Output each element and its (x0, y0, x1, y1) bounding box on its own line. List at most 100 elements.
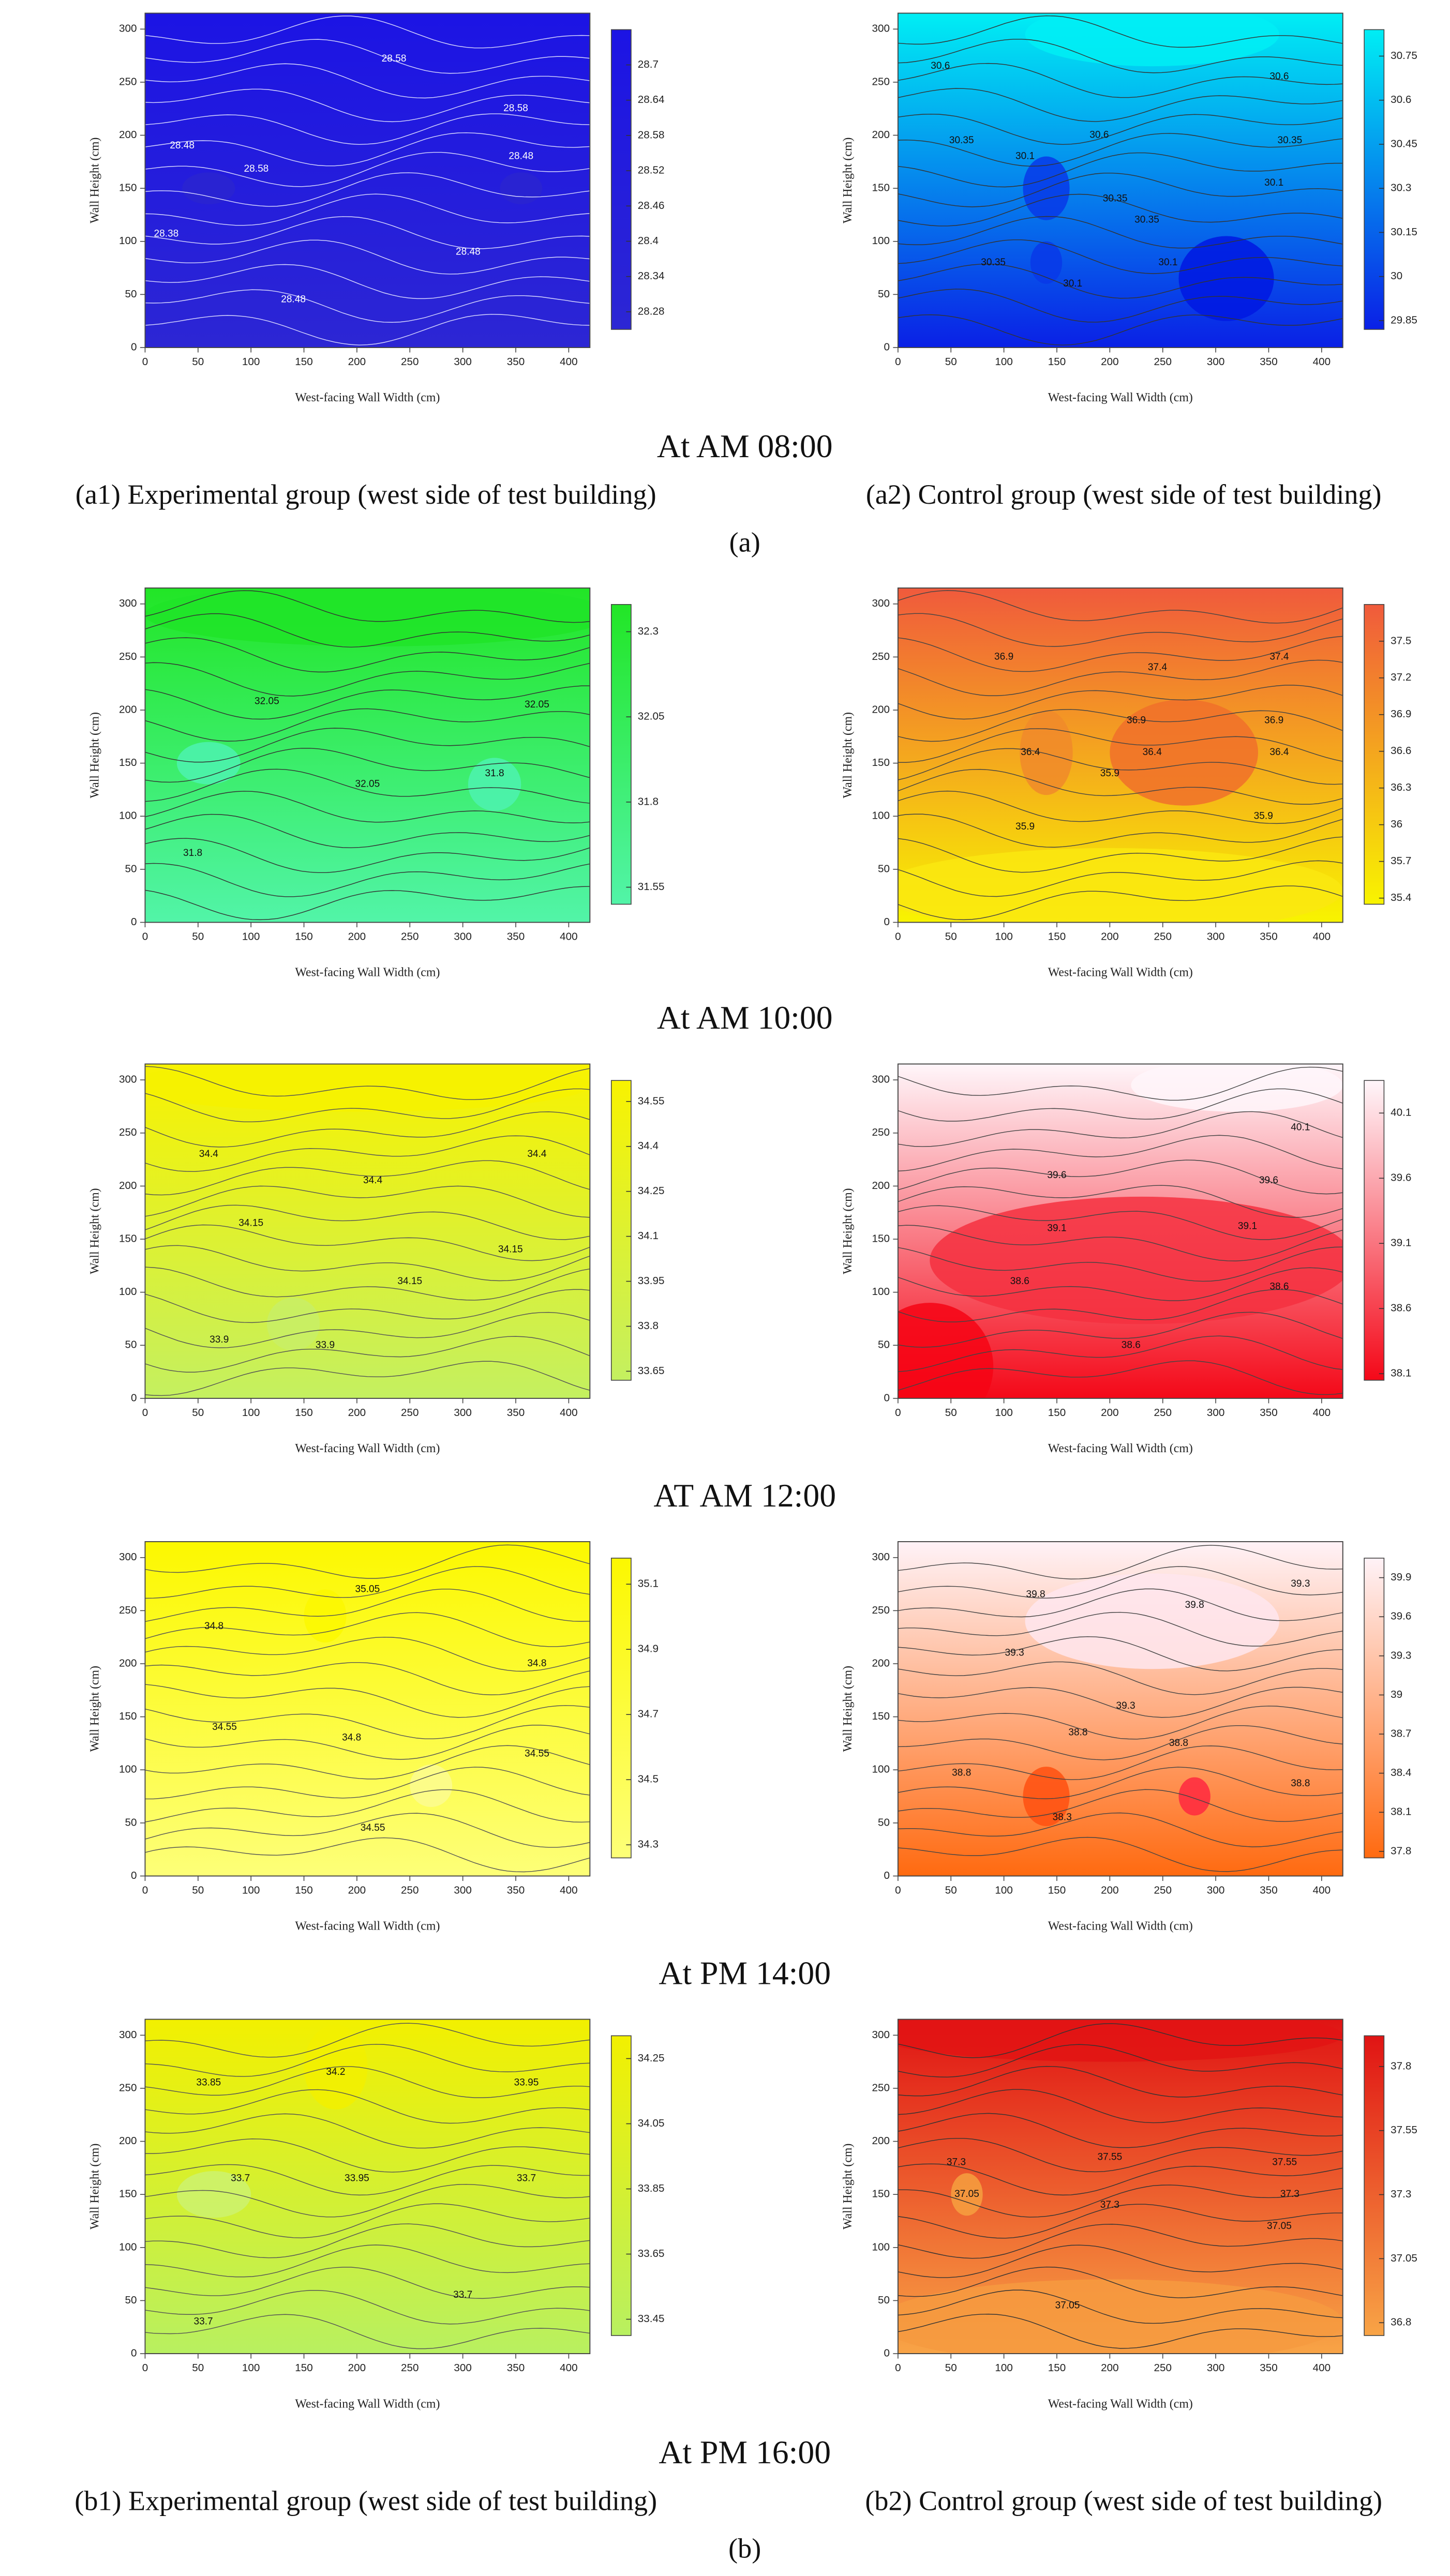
x-tick-label: 300 (1207, 1407, 1225, 1419)
contour-line (145, 63, 590, 99)
x-tick-label: 0 (895, 1407, 901, 1419)
x-tick-label: 250 (401, 1407, 419, 1419)
plot-frame (144, 587, 591, 923)
x-tick-label: 50 (945, 931, 957, 943)
y-tick-label: 300 (119, 1551, 137, 1563)
contour-region (410, 1764, 453, 1807)
y-tick-label: 150 (119, 182, 137, 194)
contour-label: 37.3 (1100, 2200, 1119, 2210)
colorbar-tick-label: 33.65 (638, 1365, 665, 1377)
contour-field (145, 1064, 590, 1396)
contour-line (145, 216, 590, 249)
contour-label: 32.05 (525, 699, 549, 710)
contour-line (145, 1289, 590, 1323)
x-axis-label: West-facing Wall Width (cm) (295, 1442, 440, 1455)
y-tick-label: 200 (119, 2135, 137, 2147)
x-tick-label: 100 (242, 931, 260, 943)
colorbar-tick-label: 28.7 (638, 58, 659, 70)
y-tick-label: 200 (119, 1657, 137, 1669)
contour-label: 30.1 (1063, 278, 1082, 289)
contour-line (145, 239, 590, 275)
contour-line (898, 173, 1343, 207)
contour-field (145, 1544, 590, 1873)
contour-line (898, 1267, 1343, 1301)
contour-label: 34.15 (238, 1217, 263, 1228)
contour-region (266, 1297, 320, 1351)
colorbar-tick-label: 32.3 (638, 625, 659, 637)
contour-line (145, 2164, 590, 2196)
contour-label: 38.8 (1169, 1738, 1188, 1749)
contour-label: 34.15 (397, 1276, 422, 1287)
y-tick-label: 250 (872, 1126, 890, 1138)
contour-line (145, 1135, 590, 1172)
colorbar-tick-label: 30.75 (1391, 50, 1417, 62)
contour-line (145, 1267, 590, 1301)
y-tick-label: 250 (119, 1126, 137, 1138)
contour-line (898, 1545, 1343, 1579)
contour-line (145, 769, 590, 804)
y-tick-label: 150 (119, 1710, 137, 1722)
contour-line (145, 1813, 590, 1848)
y-axis-label: Wall Height (cm) (841, 1188, 855, 1274)
contour-field (145, 587, 590, 921)
contour-label: 30.1 (1158, 257, 1177, 268)
contour-label: 28.48 (170, 140, 195, 151)
contour-line (145, 637, 590, 673)
contour-line (145, 2183, 590, 2218)
contour-line (898, 63, 1343, 98)
plot-frame (144, 1063, 591, 1399)
contour-line (145, 748, 590, 783)
y-tick-label: 100 (872, 810, 890, 822)
y-axis-label: Wall Height (cm) (88, 1188, 101, 1274)
contour-line (145, 113, 590, 145)
y-tick-label: 0 (884, 1392, 890, 1404)
contour-label: 38.8 (1068, 1727, 1087, 1738)
colorbar-tick-label: 38.6 (1391, 1302, 1411, 1314)
x-tick-label: 100 (995, 1885, 1013, 1896)
x-tick-label: 100 (995, 2362, 1013, 2374)
contour-line (145, 728, 590, 763)
contour-field (898, 1064, 1343, 1398)
contour-line (898, 152, 1343, 188)
contour-line (145, 2314, 590, 2349)
x-tick-label: 100 (995, 356, 1013, 368)
y-tick-label: 200 (119, 129, 137, 141)
x-tick-label: 150 (1048, 2362, 1066, 2374)
contour-label: 38.8 (1291, 1778, 1310, 1789)
contour-line (145, 662, 590, 697)
colorbar-tick-label: 29.85 (1391, 314, 1417, 326)
x-tick-label: 150 (1048, 1885, 1066, 1896)
contour-label: 36.4 (1269, 747, 1289, 758)
plot-frame (144, 2018, 591, 2355)
contour-line (145, 1705, 590, 1739)
contour-label: 30.35 (1134, 215, 1159, 225)
y-axis-label: Wall Height (cm) (88, 2144, 101, 2229)
contour-label: 39.8 (1185, 1600, 1204, 1610)
contour-region (182, 172, 235, 204)
y-tick-label: 200 (872, 1657, 890, 1669)
contour-label: 30.35 (981, 257, 1006, 268)
colorbar-tick-label: 39.9 (1391, 1571, 1411, 1583)
contour-label: 37.55 (1097, 2151, 1122, 2162)
y-axis-label: Wall Height (cm) (841, 712, 855, 798)
contour-region (898, 1303, 994, 1398)
x-axis-label: West-facing Wall Width (cm) (295, 1920, 440, 1933)
contour-label: 34.8 (342, 1733, 361, 1743)
x-tick-label: 200 (348, 2362, 366, 2374)
x-tick-label: 350 (1260, 1407, 1278, 1419)
contour-line (898, 1225, 1343, 1261)
colorbar-tick-label: 34.25 (638, 2052, 665, 2064)
contour-line (898, 15, 1343, 48)
contour-label: 30.6 (1269, 71, 1289, 82)
contour-line (145, 1160, 590, 1196)
contour-line (145, 1544, 590, 1579)
contour-label: 28.58 (244, 163, 269, 174)
contour-line (145, 1111, 590, 1148)
x-tick-label: 100 (242, 356, 260, 368)
contour-line (145, 1224, 590, 1261)
x-tick-label: 150 (295, 1885, 313, 1896)
contour-line (898, 1185, 1343, 1218)
contour-label: 30.1 (1015, 151, 1035, 162)
colorbar (1364, 1558, 1385, 1859)
y-tick-label: 100 (872, 1764, 890, 1775)
